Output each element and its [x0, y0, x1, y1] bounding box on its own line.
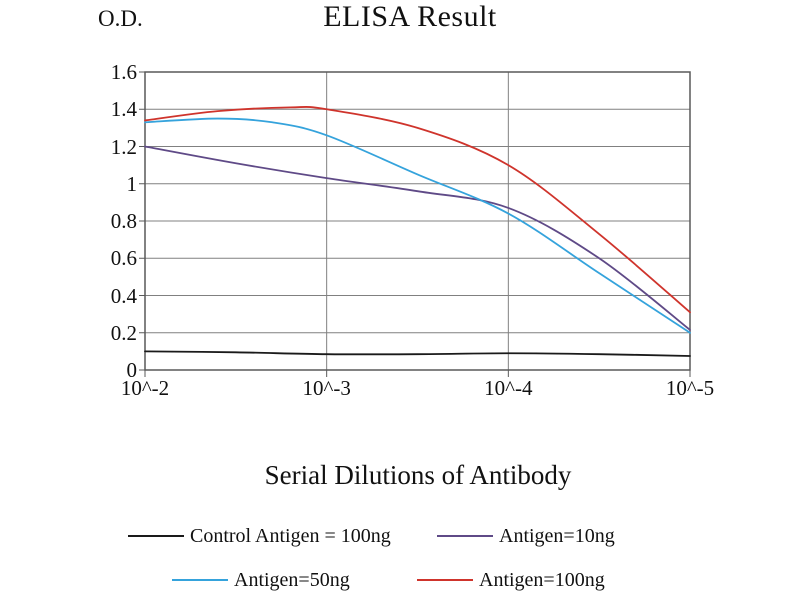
x-tick-label: 10^-3 [302, 376, 351, 400]
legend-item-antigen-50ng: Antigen=50ng [172, 568, 350, 592]
y-tick-label: 1.2 [110, 134, 137, 159]
y-tick-label: 0.8 [110, 209, 137, 233]
legend-label: Antigen=10ng [499, 524, 615, 547]
legend-line-swatch [172, 579, 228, 581]
legend-item-control-antigen-100ng: Control Antigen = 100ng [128, 524, 391, 548]
y-tick-label: 0.4 [110, 283, 137, 308]
x-tick-labels: 10^-2 10^-3 10^-4 10^-5 [121, 376, 714, 404]
legend-line-swatch [128, 535, 184, 537]
y-axis-label: O.D. [98, 6, 143, 31]
y-tick-label: 0 [126, 358, 138, 382]
y-tick-label: 1.6 [110, 60, 137, 84]
y-tick-label: 1 [126, 171, 138, 196]
legend-line-swatch [417, 579, 473, 581]
y-tick-label: 0.2 [110, 320, 137, 345]
x-tick-label: 10^-4 [484, 376, 533, 400]
legend-label: Antigen=50ng [234, 568, 350, 591]
plot-svg [139, 71, 691, 377]
x-tick-label: 10^-5 [665, 376, 715, 400]
legend-item-antigen-10ng: Antigen=10ng [437, 524, 615, 548]
legend-label: Control Antigen = 100ng [190, 524, 391, 547]
y-tick-label: 0.6 [110, 246, 137, 271]
legend-item-antigen-100ng: Antigen=100ng [417, 568, 605, 592]
chart-title: ELISA Result [323, 0, 497, 33]
x-tick-label: 10^-2 [120, 376, 170, 400]
legend-label: Antigen=100ng [479, 568, 605, 591]
plot-area [139, 71, 691, 377]
x-axis-label: Serial Dilutions of Antibody [264, 460, 572, 490]
y-tick-label: 1.4 [110, 97, 137, 122]
y-tick-labels: 0 0.2 0.4 0.6 0.8 1 1.2 1.4 1.6 [55, 60, 138, 382]
legend-line-swatch [437, 535, 493, 537]
